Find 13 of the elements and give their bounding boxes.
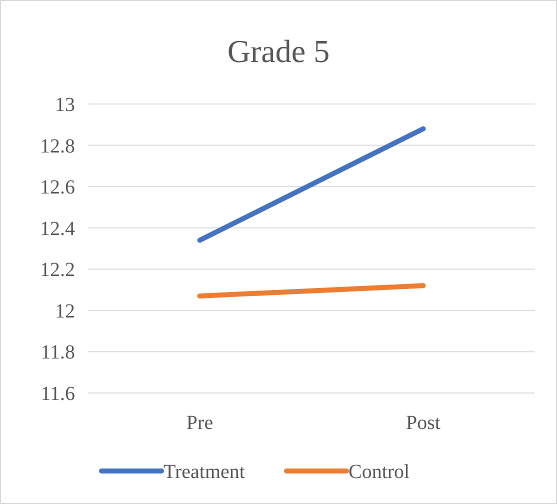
x-tick-label: Post [406, 412, 441, 434]
y-tick-label: 13 [55, 94, 75, 116]
x-tick-label: Pre [186, 412, 214, 434]
y-tick-label: 12 [55, 300, 75, 322]
y-tick-label: 12.4 [40, 218, 75, 240]
y-tick-label: 11.8 [40, 342, 75, 364]
legend-label: Control [348, 461, 410, 483]
y-tick-label: 12.8 [40, 135, 75, 158]
y-tick-label: 12.6 [40, 176, 75, 199]
y-tick-label: 12.2 [40, 259, 75, 282]
y-tick-label: 11.6 [40, 383, 75, 405]
legend-label: Treatment [164, 461, 246, 483]
chart-title: Grade 5 [227, 33, 330, 69]
